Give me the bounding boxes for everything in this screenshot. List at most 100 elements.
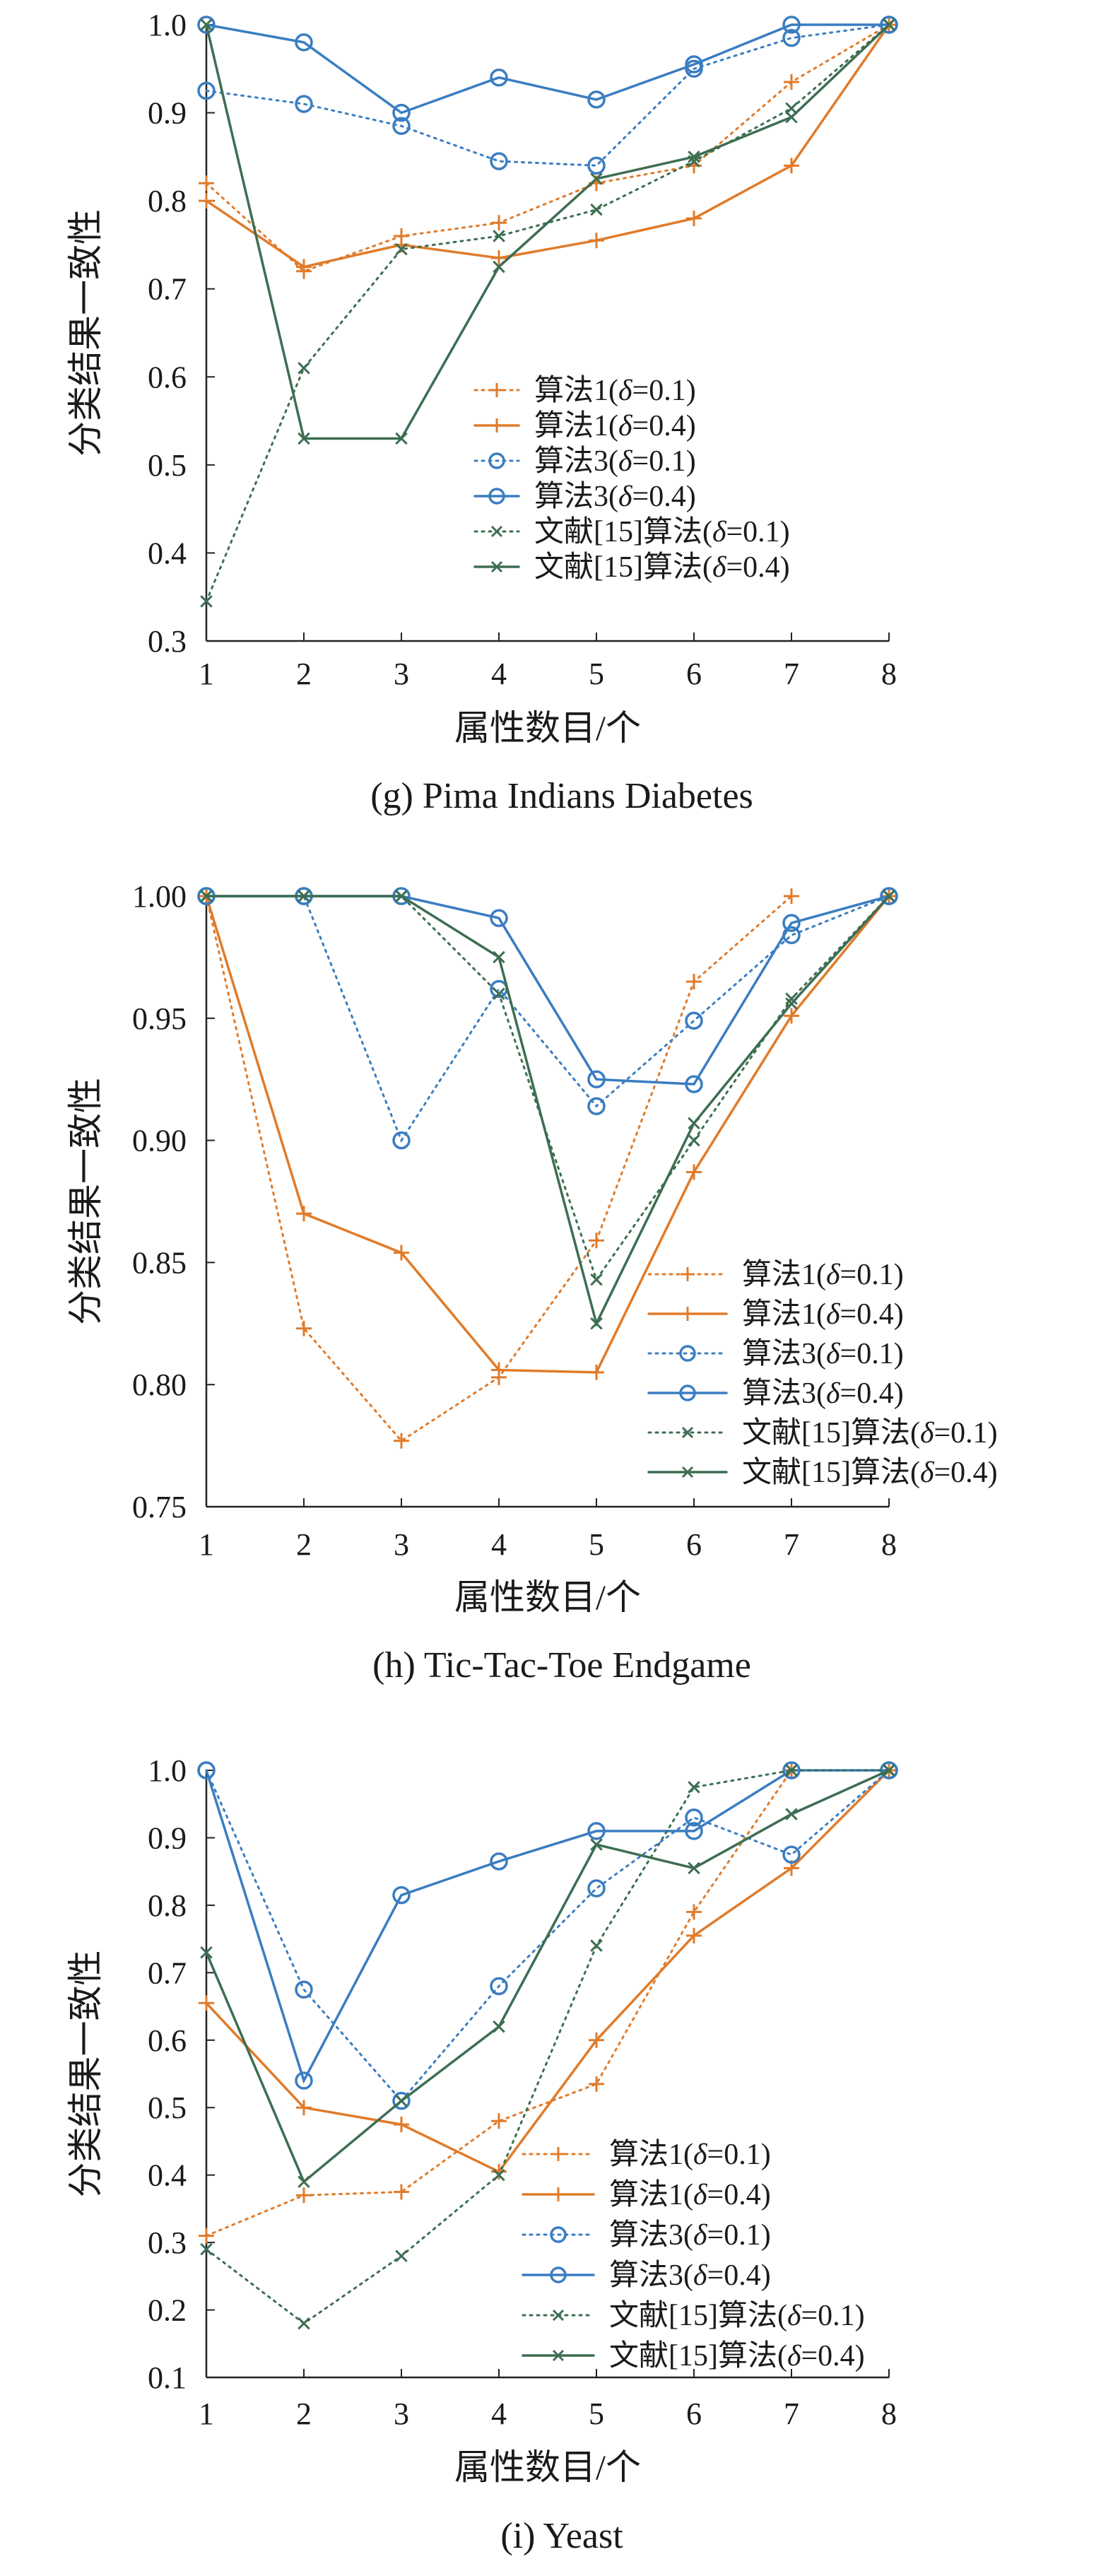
legend-label: 算法1(δ=0.1): [609, 2139, 771, 2171]
point-marker: [688, 151, 700, 163]
point-marker: [590, 1317, 603, 1330]
legend-prefix: 文献[15]算法(: [609, 2339, 787, 2372]
point-marker: [587, 90, 606, 109]
legend-item-2: 算法1(δ=0.4): [522, 2179, 771, 2211]
series-line: [205, 895, 890, 1282]
point-marker: [590, 172, 603, 185]
point-marker: [587, 1822, 606, 1840]
point-marker: [200, 890, 213, 902]
legend-label: 算法1(δ=0.4): [534, 410, 696, 442]
series-line: [205, 23, 890, 273]
legend-item-3: 算法3(δ=0.1): [473, 445, 696, 478]
point-marker: [395, 890, 408, 902]
point-marker: [200, 18, 213, 31]
legend-prefix: 算法1(: [742, 1259, 826, 1291]
series-line: [205, 895, 890, 1374]
point-marker: [490, 1977, 508, 1996]
legend: 算法1(δ=0.1)算法1(δ=0.4)算法3(δ=0.1)算法3(δ=0.4)…: [473, 375, 790, 584]
legend-prefix: 文献[15]算法(: [609, 2299, 787, 2332]
legend-symbol: δ: [787, 2340, 802, 2372]
point-marker: [681, 1466, 694, 1478]
legend-symbol: δ: [618, 445, 633, 478]
point-marker: [395, 242, 408, 256]
point-marker: [295, 2071, 313, 2090]
legend-label: 文献[15]算法(δ=0.1): [742, 1416, 998, 1449]
point-marker: [392, 2091, 411, 2110]
legend-suffix: =0.1): [632, 445, 696, 478]
point-marker: [589, 2076, 604, 2092]
legend-prefix: 文献[15]算法(: [742, 1416, 920, 1449]
point-marker: [685, 1822, 703, 1840]
x-axis-label: 属性数目/个: [454, 1577, 641, 1617]
legend: 算法1(δ=0.1)算法1(δ=0.4)算法3(δ=0.1)算法3(δ=0.4)…: [522, 2139, 865, 2372]
x-tick-label: 6: [686, 2396, 702, 2431]
chart-title: (i) Yeast: [500, 2516, 623, 2556]
point-marker: [589, 1233, 604, 1249]
point-marker: [295, 95, 313, 113]
legend-suffix: =0.1): [632, 375, 696, 407]
legend-item-5: 文献[15]算法(δ=0.1): [647, 1416, 998, 1449]
series-5: [200, 890, 895, 1286]
series-line: [205, 895, 890, 1143]
point-marker: [782, 1845, 801, 1864]
point-marker: [883, 18, 895, 31]
series-line: [205, 1769, 890, 2325]
x-tick-label: 5: [589, 2396, 604, 2431]
point-marker: [589, 2032, 604, 2048]
legend-symbol: δ: [826, 1298, 841, 1331]
point-marker: [587, 156, 606, 175]
y-tick-label: 0.3: [148, 2225, 187, 2260]
legend-symbol: δ: [693, 2179, 708, 2211]
legend-suffix: =0.4): [840, 1298, 904, 1331]
legend-prefix: 文献[15]算法(: [534, 515, 712, 548]
point-marker: [491, 250, 507, 266]
point-marker: [880, 887, 898, 905]
y-tick-label: 0.90: [132, 1124, 187, 1158]
legend-label: 算法1(δ=0.4): [742, 1298, 904, 1331]
point-marker: [296, 2187, 312, 2204]
legend-prefix: 算法3(: [742, 1338, 826, 1370]
x-tick-label: 5: [589, 657, 604, 691]
point-marker: [296, 1206, 312, 1222]
series-3: [197, 16, 898, 175]
legend-prefix: 算法3(: [609, 2259, 693, 2292]
point-marker: [679, 1345, 696, 1362]
legend-suffix: =0.4): [726, 551, 790, 584]
chart-panel-1: 0.3 0.4 0.5 0.6 0.7 0.8 0.9 1.0 1 2 3 4 5 6 7 8 属性数目/个 分类…: [66, 8, 898, 816]
legend-label: 文献[15]算法(δ=0.4): [609, 2339, 865, 2372]
y-axis-label: 分类结果一致性: [66, 1951, 105, 2198]
legend-suffix: =0.4): [632, 481, 696, 513]
chart-title: (h) Tic-Tac-Toe Endgame: [372, 1645, 751, 1686]
chart-panel-2: 0.75 0.80 0.85 0.90 0.95 1.00 1 2 3 4 5 6 7 8 属性数目/个 分类…: [66, 879, 998, 1686]
point-marker: [493, 987, 505, 1001]
point-marker: [685, 1011, 703, 1030]
legend-label: 算法1(δ=0.4): [609, 2179, 771, 2211]
x-tick-label: 2: [296, 2396, 312, 2431]
legend-item-6: 文献[15]算法(δ=0.4): [647, 1456, 998, 1489]
legend-label: 文献[15]算法(δ=0.4): [742, 1456, 998, 1489]
point-marker: [551, 2187, 565, 2201]
series-6: [200, 18, 895, 445]
x-axis-label: 属性数目/个: [454, 708, 641, 748]
point-marker: [883, 890, 895, 902]
legend-suffix: =0.1): [707, 2219, 771, 2252]
y-tick-label: 0.4: [148, 536, 187, 570]
point-marker: [782, 914, 801, 932]
legend-prefix: 算法1(: [609, 2139, 693, 2171]
point-marker: [552, 2309, 565, 2322]
legend-label: 算法3(δ=0.1): [742, 1338, 904, 1370]
legend-item-6: 文献[15]算法(δ=0.4): [473, 551, 790, 584]
legend-item-1: 算法1(δ=0.1): [522, 2139, 771, 2171]
x-tick-label: 3: [394, 1527, 409, 1562]
legend-symbol: δ: [826, 1338, 841, 1370]
point-marker: [685, 1809, 703, 1827]
legend-item-2: 算法1(δ=0.4): [473, 410, 696, 442]
y-tick-label: 0.5: [148, 2090, 187, 2125]
point-marker: [784, 73, 799, 90]
series-line: [205, 1769, 890, 2084]
y-axis-label: 分类结果一致性: [66, 209, 105, 457]
point-marker: [685, 1075, 703, 1093]
point-marker: [491, 215, 507, 231]
point-marker: [490, 418, 504, 433]
